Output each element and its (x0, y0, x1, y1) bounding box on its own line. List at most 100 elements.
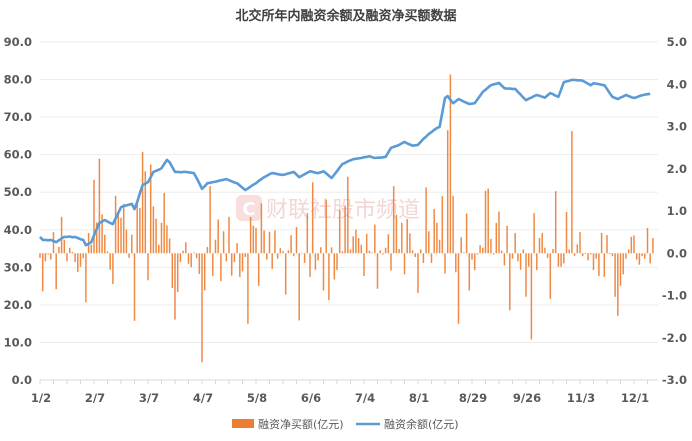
bar (268, 231, 271, 254)
bar (244, 253, 246, 258)
watermark-logo-icon (236, 195, 262, 221)
bar (41, 253, 44, 292)
right-tick-label: 4.0 (667, 77, 687, 91)
bar (71, 251, 74, 254)
bar (617, 253, 619, 316)
x-tick-label: 2/7 (85, 391, 105, 405)
bar (468, 253, 471, 291)
bar (220, 253, 222, 282)
bar (295, 227, 298, 254)
bar (411, 250, 414, 254)
bar (517, 253, 519, 262)
bar (206, 246, 209, 254)
bar (581, 253, 584, 257)
bar (538, 238, 541, 254)
left-tick-label: 0.0 (12, 373, 32, 387)
bar (128, 253, 130, 258)
x-tick-label: 1/2 (31, 391, 51, 405)
bar (606, 235, 608, 254)
bar (117, 214, 120, 254)
bar (457, 253, 460, 324)
bar (371, 252, 373, 254)
bar (476, 253, 479, 255)
bar (176, 253, 179, 293)
bar (338, 210, 341, 254)
bar (549, 253, 552, 299)
bar (344, 205, 346, 254)
bar (641, 253, 643, 257)
bar (63, 239, 66, 254)
bar (271, 253, 273, 269)
bar (595, 253, 597, 259)
bar (587, 253, 589, 261)
bar (495, 222, 498, 254)
legend-swatch-bar (232, 419, 254, 428)
bar (77, 253, 79, 272)
bar (492, 253, 495, 255)
bar (60, 216, 63, 254)
bar (279, 248, 282, 254)
bar (406, 219, 408, 254)
bar (274, 230, 276, 254)
bar (58, 246, 60, 254)
bar (303, 253, 306, 263)
bar (171, 253, 174, 288)
bar (276, 253, 279, 259)
bar (144, 171, 147, 254)
chart-title: 北交所年内融资余额及融资净买额数据 (235, 8, 456, 24)
bar (546, 253, 549, 258)
bar (336, 253, 338, 271)
bar (287, 250, 290, 254)
gridlines (40, 41, 658, 343)
x-tick-label: 11/3 (567, 391, 595, 405)
bar (160, 222, 163, 254)
bar (533, 213, 535, 254)
left-tick-label: 50.0 (4, 185, 32, 199)
bar (284, 253, 287, 295)
bar (136, 203, 138, 254)
bar (600, 232, 603, 254)
x-tick-label: 6/6 (301, 391, 321, 405)
bar (527, 253, 530, 267)
bar (500, 250, 503, 254)
watermark: C 财联社股市频道 (236, 195, 420, 223)
bar (66, 253, 68, 262)
bar (101, 214, 103, 254)
bar (341, 251, 344, 254)
bar (536, 253, 538, 271)
bar (290, 235, 292, 254)
bar (627, 249, 630, 254)
bar (98, 158, 101, 254)
bar (530, 253, 533, 340)
bar (155, 218, 157, 254)
bar (266, 253, 268, 260)
bar (104, 234, 106, 254)
bar (322, 253, 325, 291)
left-tick-label: 60.0 (4, 148, 32, 162)
right-tick-label: 1.0 (667, 204, 687, 218)
x-tick-label: 3/7 (139, 391, 159, 405)
bar (347, 176, 349, 254)
bar (571, 131, 573, 254)
line-series (39, 78, 651, 247)
bar (608, 253, 611, 255)
bar (79, 253, 82, 267)
bar (325, 199, 327, 254)
bar (395, 214, 398, 254)
bar (419, 249, 422, 254)
bar (233, 253, 236, 263)
bar (498, 211, 500, 254)
bar (514, 232, 516, 254)
bar (95, 222, 98, 254)
bar (90, 244, 93, 254)
bar (646, 227, 649, 254)
bar (503, 253, 506, 266)
bar (438, 239, 441, 254)
bar (541, 232, 543, 254)
bar (328, 253, 330, 301)
bar (560, 253, 562, 267)
legend-label-bar: 融资净买额(亿元) (258, 417, 344, 431)
bar (401, 222, 403, 254)
bar (649, 253, 651, 264)
left-tick-label: 80.0 (4, 73, 32, 87)
